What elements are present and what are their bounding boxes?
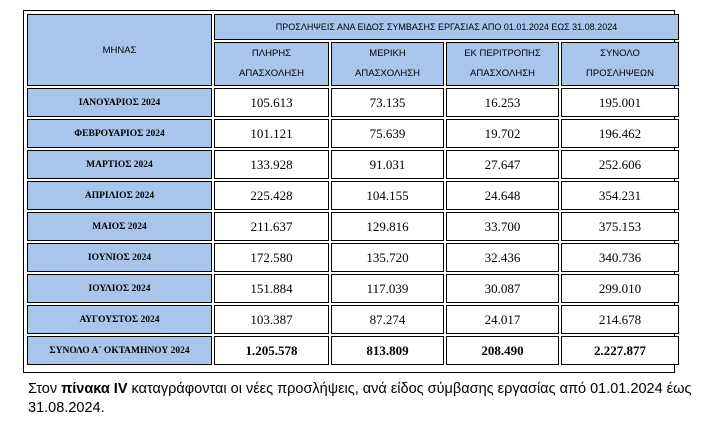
table-row: ΙΟΥΛΙΟΣ 2024 151.884 117.039 30.087 299.… bbox=[27, 274, 679, 303]
column-header-line2: ΠΡΟΣΛΗΨΕΩΝ bbox=[586, 68, 654, 79]
table-row: ΙΟΥΝΙΟΣ 2024 172.580 135.720 32.436 340.… bbox=[27, 243, 679, 272]
month-cell: ΑΠΡΙΛΙΟΣ 2024 bbox=[27, 181, 212, 210]
column-header-line2: ΑΠΑΣΧΟΛΗΣΗ bbox=[355, 68, 420, 79]
value-cell: 225.428 bbox=[214, 181, 329, 210]
month-cell: ΙΟΥΛΙΟΣ 2024 bbox=[27, 274, 212, 303]
value-cell: 375.153 bbox=[561, 212, 679, 241]
month-cell: ΑΥΓΟΥΣΤΟΣ 2024 bbox=[27, 305, 212, 334]
column-header-part-time: ΜΕΡΙΚΗ ΑΠΑΣΧΟΛΗΣΗ bbox=[331, 42, 444, 86]
value-cell: 91.031 bbox=[331, 150, 444, 179]
month-column-header: ΜΗΝΑΣ bbox=[27, 14, 212, 86]
table-title: ΠΡΟΣΛΗΨΕΙΣ ΑΝΑ ΕΙΔΟΣ ΣΥΜΒΑΣΗΣ ΕΡΓΑΣΙΑΣ Α… bbox=[214, 14, 679, 40]
value-cell: 105.613 bbox=[214, 88, 329, 117]
caption-text-end: καταγράφονται οι νέες προσλήψεις, ανά εί… bbox=[28, 381, 692, 416]
value-cell: 19.702 bbox=[446, 119, 559, 148]
column-header-line1: ΠΛΗΡΗΣ bbox=[251, 48, 292, 59]
month-cell: ΙΑΝΟΥΑΡΙΟΣ 2024 bbox=[27, 88, 212, 117]
value-cell: 24.648 bbox=[446, 181, 559, 210]
value-cell: 172.580 bbox=[214, 243, 329, 272]
table-caption: Στον πίνακα IV καταγράφονται οι νέες προ… bbox=[28, 380, 708, 418]
value-cell: 299.010 bbox=[561, 274, 679, 303]
column-header-line2: ΑΠΑΣΧΟΛΗΣΗ bbox=[470, 68, 535, 79]
value-cell: 104.155 bbox=[331, 181, 444, 210]
table-row: ΑΥΓΟΥΣΤΟΣ 2024 103.387 87.274 24.017 214… bbox=[27, 305, 679, 334]
value-cell: 195.001 bbox=[561, 88, 679, 117]
value-cell: 214.678 bbox=[561, 305, 679, 334]
column-header-line1: ΣΥΝΟΛΟ bbox=[600, 48, 640, 59]
caption-table-reference: πίνακα IV bbox=[61, 381, 128, 397]
value-cell: 196.462 bbox=[561, 119, 679, 148]
value-cell: 129.816 bbox=[331, 212, 444, 241]
value-cell: 33.700 bbox=[446, 212, 559, 241]
total-value-cell: 1.205.578 bbox=[214, 336, 329, 365]
value-cell: 30.087 bbox=[446, 274, 559, 303]
table-row: ΙΑΝΟΥΑΡΙΟΣ 2024 105.613 73.135 16.253 19… bbox=[27, 88, 679, 117]
table-row: ΑΠΡΙΛΙΟΣ 2024 225.428 104.155 24.648 354… bbox=[27, 181, 679, 210]
value-cell: 101.121 bbox=[214, 119, 329, 148]
column-header-line1: ΜΕΡΙΚΗ bbox=[369, 48, 406, 59]
table-row: ΜΑΙΟΣ 2024 211.637 129.816 33.700 375.15… bbox=[27, 212, 679, 241]
column-header-line1: ΕΚ ΠΕΡΙΤΡΟΠΗΣ bbox=[464, 48, 541, 59]
month-cell: ΜΑΙΟΣ 2024 bbox=[27, 212, 212, 241]
value-cell: 24.017 bbox=[446, 305, 559, 334]
value-cell: 340.736 bbox=[561, 243, 679, 272]
value-cell: 151.884 bbox=[214, 274, 329, 303]
total-row: ΣΥΝΟΛΟ Α΄ ΟΚΤΑΜΗΝΟΥ 2024 1.205.578 813.8… bbox=[27, 336, 679, 365]
value-cell: 32.436 bbox=[446, 243, 559, 272]
total-value-cell: 208.490 bbox=[446, 336, 559, 365]
value-cell: 16.253 bbox=[446, 88, 559, 117]
month-cell: ΙΟΥΝΙΟΣ 2024 bbox=[27, 243, 212, 272]
value-cell: 73.135 bbox=[331, 88, 444, 117]
value-cell: 117.039 bbox=[331, 274, 444, 303]
value-cell: 87.274 bbox=[331, 305, 444, 334]
table-row: ΜΑΡΤΙΟΣ 2024 133.928 91.031 27.647 252.6… bbox=[27, 150, 679, 179]
total-label-cell: ΣΥΝΟΛΟ Α΄ ΟΚΤΑΜΗΝΟΥ 2024 bbox=[27, 336, 212, 365]
table-row: ΦΕΒΡΟΥΑΡΙΟΣ 2024 101.121 75.639 19.702 1… bbox=[27, 119, 679, 148]
value-cell: 252.606 bbox=[561, 150, 679, 179]
value-cell: 354.231 bbox=[561, 181, 679, 210]
month-cell: ΜΑΡΤΙΟΣ 2024 bbox=[27, 150, 212, 179]
total-value-cell: 2.227.877 bbox=[561, 336, 679, 365]
value-cell: 75.639 bbox=[331, 119, 444, 148]
value-cell: 211.637 bbox=[214, 212, 329, 241]
hires-table: ΜΗΝΑΣ ΠΡΟΣΛΗΨΕΙΣ ΑΝΑ ΕΙΔΟΣ ΣΥΜΒΑΣΗΣ ΕΡΓΑ… bbox=[25, 12, 681, 367]
column-header-rotational: ΕΚ ΠΕΡΙΤΡΟΠΗΣ ΑΠΑΣΧΟΛΗΣΗ bbox=[446, 42, 559, 86]
value-cell: 133.928 bbox=[214, 150, 329, 179]
total-value-cell: 813.809 bbox=[331, 336, 444, 365]
value-cell: 135.720 bbox=[331, 243, 444, 272]
value-cell: 27.647 bbox=[446, 150, 559, 179]
month-cell: ΦΕΒΡΟΥΑΡΙΟΣ 2024 bbox=[27, 119, 212, 148]
column-header-total-hires: ΣΥΝΟΛΟ ΠΡΟΣΛΗΨΕΩΝ bbox=[561, 42, 679, 86]
column-header-line2: ΑΠΑΣΧΟΛΗΣΗ bbox=[239, 68, 304, 79]
column-header-full-time: ΠΛΗΡΗΣ ΑΠΑΣΧΟΛΗΣΗ bbox=[214, 42, 329, 86]
caption-text-start: Στον bbox=[28, 381, 62, 397]
value-cell: 103.387 bbox=[214, 305, 329, 334]
